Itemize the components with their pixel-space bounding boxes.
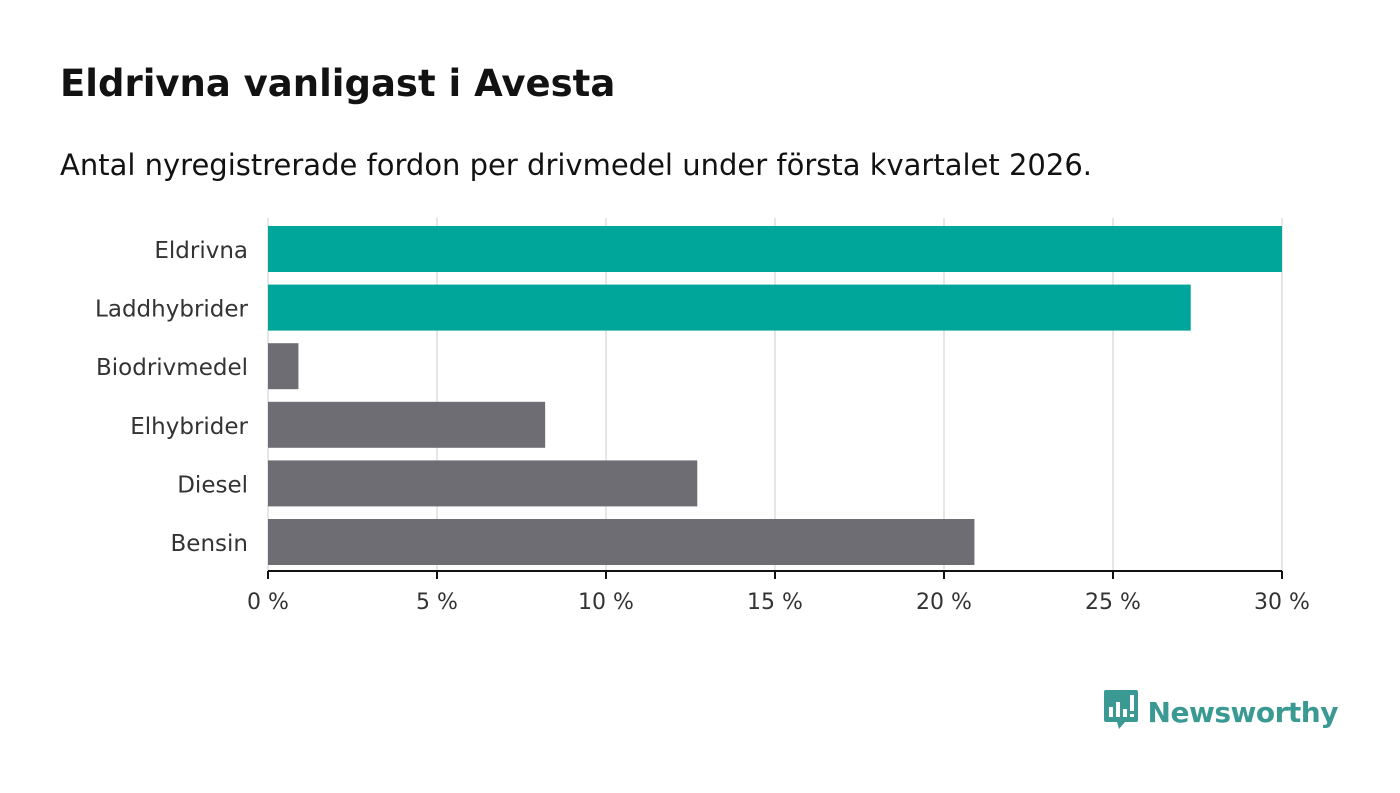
category-label: Bensin	[171, 531, 248, 557]
chart-subtitle: Antal nyregistrerade fordon per drivmede…	[60, 148, 1093, 182]
bar-biodrivmedel	[268, 343, 299, 390]
category-labels: Eldrivna Laddhybrider Biodrivmedel Elhybrid…	[95, 238, 248, 557]
bar-chart: 0 % 5 % 10 % 15 % 20 % 25 % 30 % Eldrivna Laddh…	[95, 218, 1310, 615]
newsworthy-brand: Newsworthy	[1103, 690, 1339, 734]
bar-laddhybrider	[268, 284, 1191, 331]
category-label: Eldrivna	[154, 238, 248, 264]
x-axis: 0 % 5 % 10 % 15 % 20 % 25 % 30 %	[247, 570, 1310, 615]
bar-bensin	[268, 519, 975, 565]
x-tick-label: 10 %	[578, 590, 634, 615]
brand-name: Newsworthy	[1147, 695, 1339, 729]
bar-diesel	[268, 460, 698, 507]
category-label: Diesel	[177, 472, 248, 498]
x-tick-label: 0 %	[247, 590, 289, 615]
category-label: Biodrivmedel	[96, 355, 248, 381]
x-tick-label: 25 %	[1085, 590, 1141, 615]
x-tick-label: 15 %	[747, 590, 803, 615]
bar-elhybrider	[268, 401, 546, 448]
x-tick-label: 5 %	[416, 590, 458, 615]
gridlines	[267, 218, 1283, 571]
category-label: Laddhybrider	[95, 297, 248, 323]
bar-eldrivna	[268, 226, 1282, 272]
x-tick-label: 20 %	[916, 590, 972, 615]
bar-chart-speech-bubble-icon	[1103, 690, 1138, 734]
chart-title: Eldrivna vanligast i Avesta	[60, 62, 616, 105]
x-tick-label: 30 %	[1254, 590, 1310, 615]
bars	[268, 226, 1282, 565]
category-label: Elhybrider	[130, 414, 248, 440]
